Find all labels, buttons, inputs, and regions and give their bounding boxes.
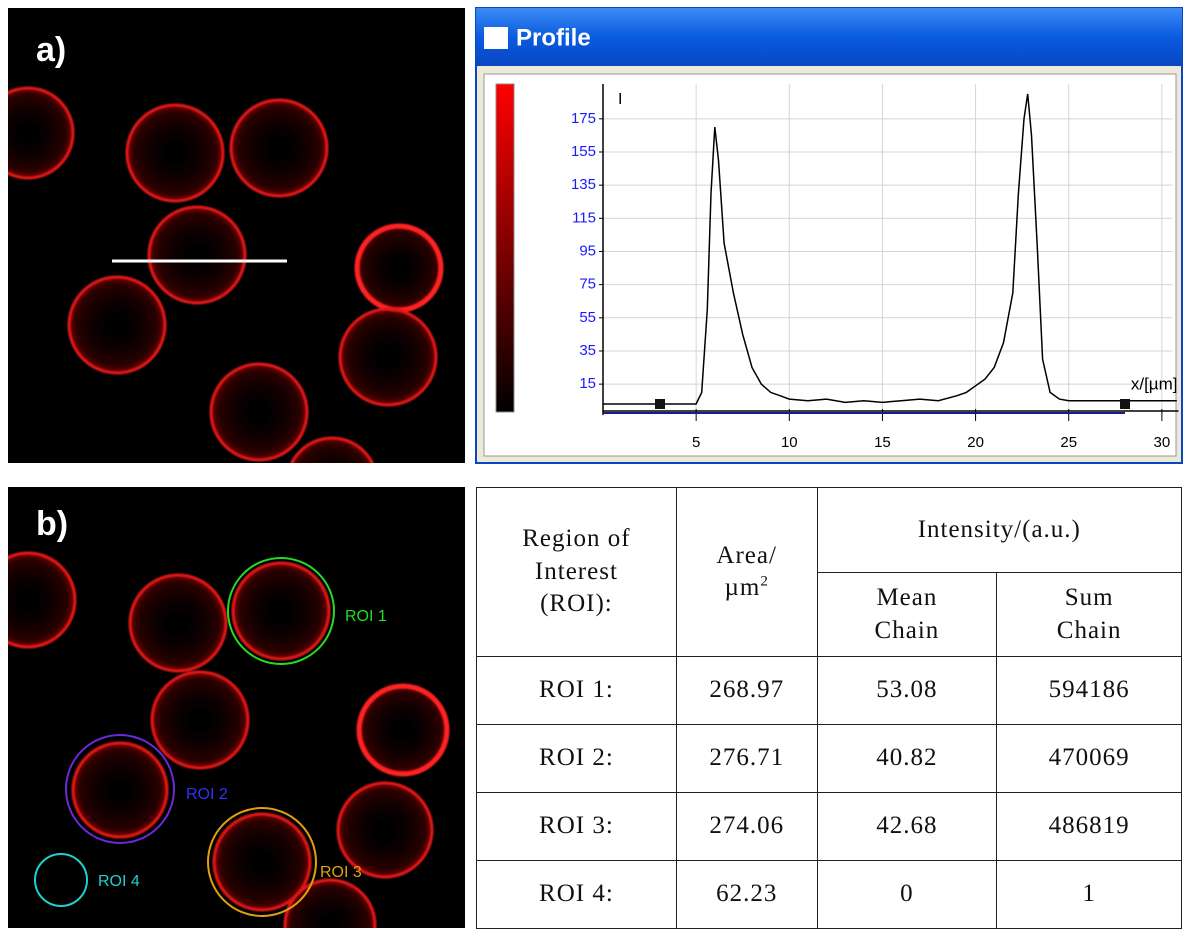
y-tick-label: 55 xyxy=(579,309,596,326)
table-cell: 486819 xyxy=(996,792,1182,861)
panel-label: b) xyxy=(36,505,68,543)
table-cell: 594186 xyxy=(996,656,1182,725)
table-cell: ROI 2: xyxy=(476,724,677,793)
y-tick-label: 115 xyxy=(572,209,596,226)
table-cell: 470069 xyxy=(996,724,1182,793)
header-cell: Intensity/(a.u.) xyxy=(816,487,1183,573)
header-cell: Area/µm2 xyxy=(675,487,818,657)
header-text: Region of Interest (ROI): xyxy=(522,525,631,618)
header-row: Region of Interest (ROI): Area/µm2 Inten… xyxy=(476,487,1183,657)
y-tick-label: 35 xyxy=(579,342,596,359)
header-cell: Region of Interest (ROI): xyxy=(476,487,677,657)
color-bar xyxy=(495,83,515,413)
roi-label: ROI 3 xyxy=(320,864,362,881)
table-cell: 0 xyxy=(816,860,998,929)
y-tick-label: 75 xyxy=(579,276,596,293)
table-cell: ROI 4: xyxy=(476,860,677,929)
roi-label: ROI 1 xyxy=(345,608,387,625)
header-cell: Mean Chain xyxy=(816,572,998,657)
y-tick-label: 135 xyxy=(571,176,596,193)
header-superscript: 2 xyxy=(760,573,769,590)
table-cell: 268.97 xyxy=(675,656,818,725)
panel-label: a) xyxy=(36,31,66,69)
header-text: Sum Chain xyxy=(1056,584,1122,644)
x-tick-label: 25 xyxy=(1060,434,1077,451)
plot-panel xyxy=(483,73,1177,457)
header-text: Intensity/(a.u.) xyxy=(917,515,1081,543)
header-text: Mean Chain xyxy=(874,584,940,644)
table-cell: 276.71 xyxy=(675,724,818,793)
cells-a xyxy=(8,86,444,463)
table-cell: 274.06 xyxy=(675,792,818,861)
x-tick-label: 30 xyxy=(1154,434,1171,451)
table-row: ROI 3: 274.06 42.68 486819 xyxy=(476,792,1182,861)
cells-b xyxy=(8,551,450,928)
table-cell: 42.68 xyxy=(816,792,998,861)
table-cell: 40.82 xyxy=(816,724,998,793)
x-tick-label: 15 xyxy=(874,434,891,451)
table-row: ROI 2: 276.71 40.82 470069 xyxy=(476,724,1182,793)
x-tick-label: 5 xyxy=(692,434,700,451)
marker xyxy=(1120,399,1130,409)
title-bar xyxy=(476,8,1182,66)
roi-outlines xyxy=(34,557,335,917)
roi-label: ROI 4 xyxy=(98,873,140,890)
window-icon xyxy=(484,27,508,49)
header-cell: Sum Chain xyxy=(996,572,1182,657)
table-cell: 53.08 xyxy=(816,656,998,725)
table-cell: ROI 1: xyxy=(476,656,677,725)
profile-curve xyxy=(603,93,1177,405)
plot: 15 35 55 75 95 115 135 155 175 5 10 15 20 25 30 Ix/[µm] xyxy=(571,84,1179,451)
table-cell: ROI 3: xyxy=(476,792,677,861)
marker xyxy=(655,399,665,409)
window-title: Profile xyxy=(516,24,591,51)
y-tick-label: 155 xyxy=(571,143,596,160)
results-table: Region of Interest (ROI): Area/µm2 Inten… xyxy=(476,487,1183,929)
x-tick-label: 10 xyxy=(781,434,798,451)
table-cell: 1 xyxy=(996,860,1182,929)
header-text: µm xyxy=(724,574,761,601)
table-cell: 62.23 xyxy=(675,860,818,929)
x-axis-label: x/[µm] xyxy=(1131,374,1178,393)
header-text: Area/ xyxy=(716,541,777,569)
header-row: Mean Chain Sum Chain xyxy=(477,572,1182,657)
x-tick-label: 20 xyxy=(967,434,984,451)
y-tick-label: 95 xyxy=(579,242,596,259)
roi-label: ROI 2 xyxy=(186,786,228,803)
table-row: ROI 1: 268.97 53.08 594186 xyxy=(476,656,1182,725)
y-tick-label: 15 xyxy=(579,375,596,392)
y-tick-label: 175 xyxy=(571,110,596,127)
y-axis-label: I xyxy=(618,91,622,108)
table-row: ROI 4: 62.23 0 1 xyxy=(476,860,1182,929)
